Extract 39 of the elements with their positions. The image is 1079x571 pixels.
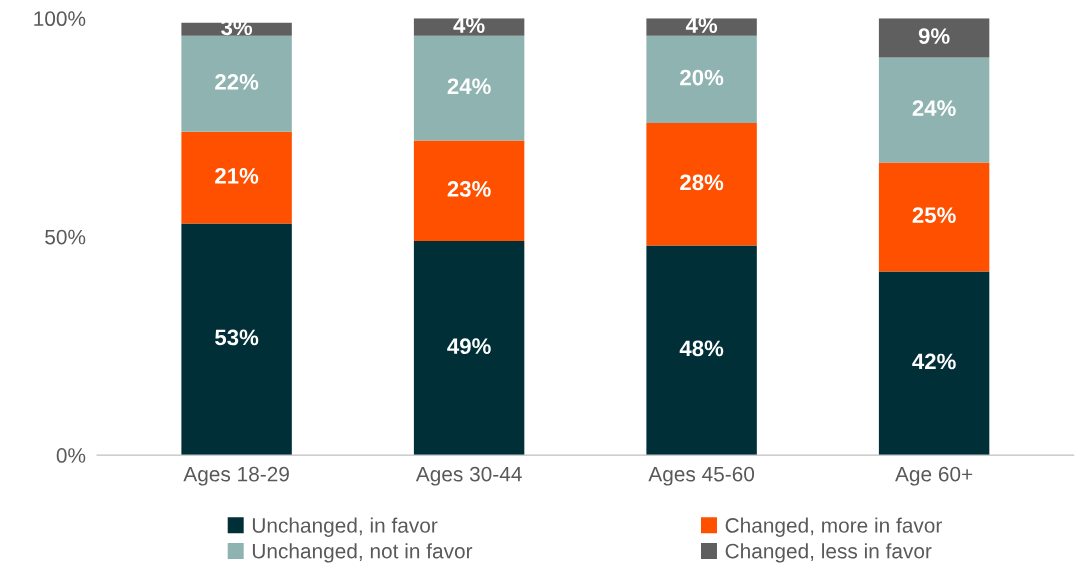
bar bbox=[413, 35, 525, 141]
bar bbox=[878, 162, 990, 272]
data-label: 48% bbox=[679, 340, 724, 357]
data-label: 24% bbox=[447, 78, 491, 95]
data-label: 24% bbox=[912, 100, 956, 116]
bar bbox=[181, 35, 292, 132]
data-label: 4% bbox=[685, 17, 718, 33]
bar bbox=[878, 57, 990, 163]
bar bbox=[646, 245, 757, 456]
bar bbox=[181, 223, 292, 456]
data-label: 25% bbox=[912, 207, 956, 223]
x-tick-label: Age 60+ bbox=[895, 466, 973, 486]
y-tick-label: 100% bbox=[34, 11, 86, 27]
data-label: 49% bbox=[447, 338, 491, 355]
legend-label: Unchanged, in favor bbox=[252, 517, 438, 537]
x-tick-label: Ages 30-44 bbox=[415, 466, 522, 486]
data-label: 53% bbox=[215, 329, 259, 346]
bar bbox=[413, 140, 525, 242]
legend-label: Changed, more in favor bbox=[725, 517, 942, 537]
data-label: 21% bbox=[215, 167, 259, 184]
bar bbox=[646, 123, 757, 246]
bar bbox=[646, 35, 757, 124]
bar bbox=[878, 271, 990, 456]
y-tick-label: 0% bbox=[56, 448, 86, 463]
bar bbox=[181, 131, 292, 224]
bar bbox=[413, 241, 525, 456]
data-label: 22% bbox=[215, 74, 259, 90]
data-label: 23% bbox=[447, 181, 491, 197]
y-tick-label: 50% bbox=[45, 229, 86, 245]
data-label: 28% bbox=[680, 174, 724, 191]
bar bbox=[878, 18, 990, 58]
data-label: 20% bbox=[680, 69, 724, 86]
legend-label: Unchanged, not in favor bbox=[252, 543, 473, 563]
data-label: 9% bbox=[918, 28, 950, 44]
legend-label: Changed, less in favor bbox=[725, 543, 932, 563]
x-tick-label: Ages 45-60 bbox=[648, 466, 755, 486]
data-label: 42% bbox=[912, 353, 956, 370]
data-label: 4% bbox=[453, 17, 485, 33]
x-tick-label: Ages 18-29 bbox=[183, 466, 289, 486]
